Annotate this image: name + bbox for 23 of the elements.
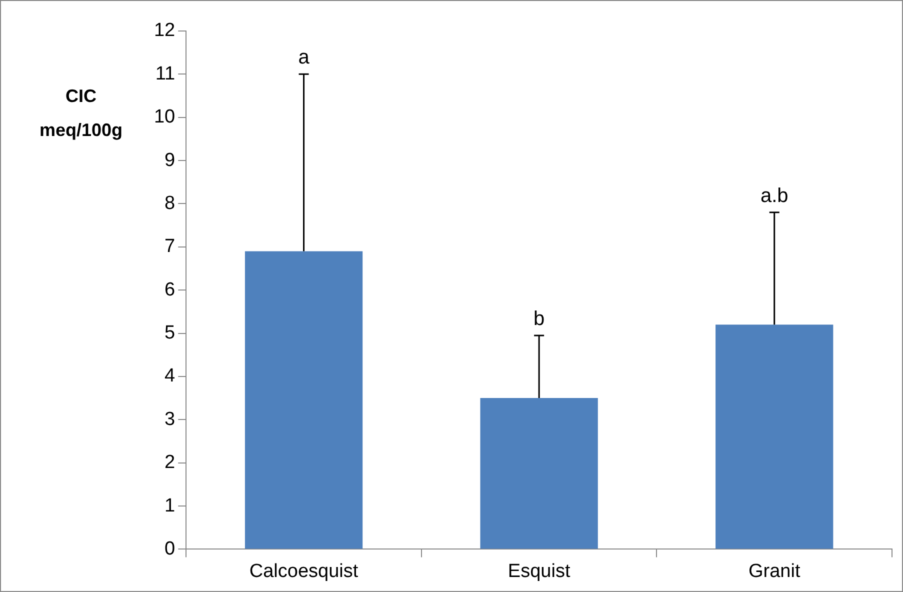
y-tick-label: 4	[164, 366, 176, 387]
y-tick-label: 11	[155, 63, 176, 84]
y-tick-label: 12	[154, 20, 176, 42]
bar	[716, 324, 834, 549]
y-tick-label: 10	[154, 106, 176, 128]
x-tick-label: Calcoesquist	[249, 560, 359, 582]
annotation: a	[298, 46, 310, 69]
y-tick-label: 8	[164, 192, 176, 214]
y-tick-label: 5	[164, 322, 176, 344]
bar	[480, 398, 598, 549]
y-tick-label: 2	[164, 452, 176, 474]
y-tick-label: 1	[164, 495, 176, 516]
y-tick-label: 0	[164, 538, 176, 560]
y-tick-label: 9	[164, 150, 176, 171]
annotation: a.b	[760, 184, 788, 207]
y-tick-label: 6	[164, 279, 176, 300]
y-tick-label: 7	[164, 236, 176, 258]
x-tick-label: Esquist	[508, 560, 571, 582]
x-tick-label: Granit	[748, 560, 801, 582]
y-axis-title: CIC meq/100g	[38, 85, 124, 142]
y-tick-label: 3	[164, 408, 176, 430]
annotation: b	[534, 308, 545, 330]
bar	[244, 251, 363, 549]
